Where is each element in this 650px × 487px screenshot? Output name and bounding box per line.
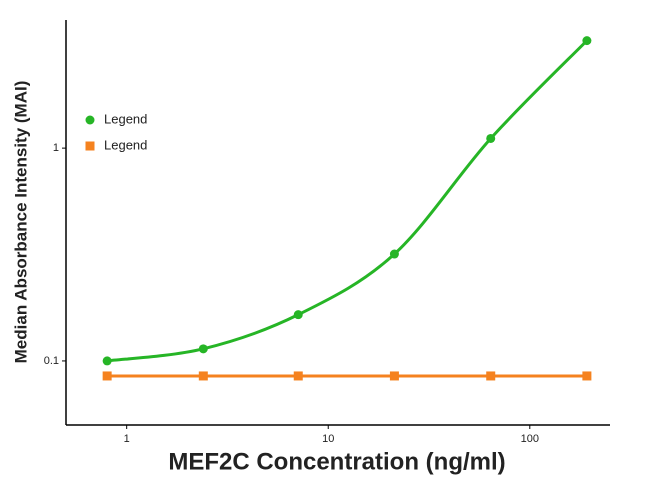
point — [293, 371, 303, 381]
point — [486, 133, 496, 143]
point — [198, 344, 208, 354]
point — [102, 371, 112, 381]
legend-label: Legend — [104, 111, 147, 126]
x-tick-label: 100 — [521, 433, 539, 445]
y-tick-label: 0.1 — [44, 355, 59, 367]
point — [389, 371, 399, 381]
point — [486, 371, 496, 381]
series-line — [106, 39, 588, 363]
point — [293, 310, 303, 320]
y-axis-title: Median Absorbance Intensity (MAI) — [11, 81, 30, 364]
legend-label: Legend — [104, 137, 147, 152]
point — [198, 371, 208, 381]
point — [389, 249, 399, 259]
legend-marker — [85, 141, 95, 151]
x-tick-label: 1 — [124, 433, 130, 445]
x-tick-label: 10 — [322, 433, 334, 445]
x-axis-title: MEF2C Concentration (ng/ml) — [168, 448, 505, 475]
point — [582, 36, 592, 46]
point — [582, 371, 592, 381]
point — [102, 356, 112, 366]
y-tick-label: 1 — [53, 142, 59, 154]
legend-marker — [85, 115, 95, 125]
